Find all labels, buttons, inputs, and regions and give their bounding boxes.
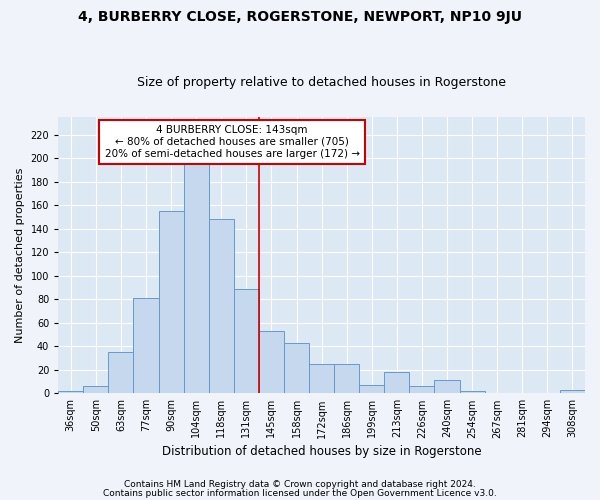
Y-axis label: Number of detached properties: Number of detached properties xyxy=(15,168,25,343)
Bar xyxy=(560,390,585,394)
Bar xyxy=(309,364,334,394)
Bar xyxy=(58,391,83,394)
Text: 4 BURBERRY CLOSE: 143sqm
← 80% of detached houses are smaller (705)
20% of semi-: 4 BURBERRY CLOSE: 143sqm ← 80% of detach… xyxy=(104,126,359,158)
Bar xyxy=(109,352,133,394)
Bar xyxy=(234,288,259,394)
Text: Contains public sector information licensed under the Open Government Licence v3: Contains public sector information licen… xyxy=(103,488,497,498)
Bar xyxy=(184,156,209,394)
Title: Size of property relative to detached houses in Rogerstone: Size of property relative to detached ho… xyxy=(137,76,506,90)
Bar xyxy=(83,386,109,394)
Bar xyxy=(460,391,485,394)
Bar xyxy=(158,211,184,394)
Text: Contains HM Land Registry data © Crown copyright and database right 2024.: Contains HM Land Registry data © Crown c… xyxy=(124,480,476,489)
Bar xyxy=(434,380,460,394)
Text: 4, BURBERRY CLOSE, ROGERSTONE, NEWPORT, NP10 9JU: 4, BURBERRY CLOSE, ROGERSTONE, NEWPORT, … xyxy=(78,10,522,24)
Bar xyxy=(359,385,385,394)
X-axis label: Distribution of detached houses by size in Rogerstone: Distribution of detached houses by size … xyxy=(162,444,481,458)
Bar xyxy=(133,298,158,394)
Bar xyxy=(385,372,409,394)
Bar xyxy=(409,386,434,394)
Bar xyxy=(209,220,234,394)
Bar xyxy=(284,343,309,394)
Bar xyxy=(334,364,359,394)
Bar xyxy=(259,331,284,394)
